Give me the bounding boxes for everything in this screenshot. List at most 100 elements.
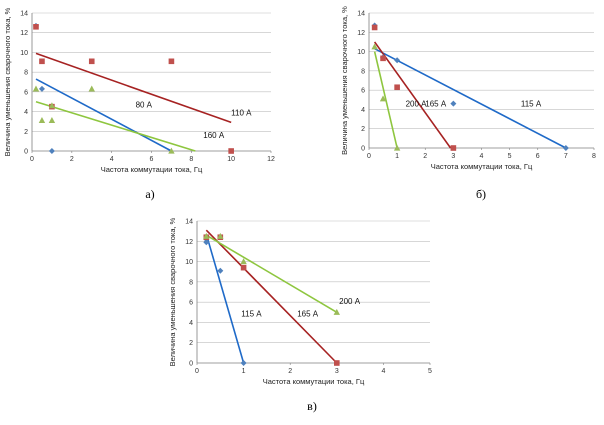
x-tick-label: 0 — [195, 368, 199, 375]
x-tick-label: 4 — [381, 368, 385, 375]
y-tick-label: 2 — [361, 126, 365, 133]
trendline-blue — [374, 47, 567, 149]
y-tick-label: 6 — [24, 89, 28, 96]
data-point-square — [88, 58, 95, 65]
y-tick-label: 2 — [189, 340, 193, 347]
data-point-square — [39, 58, 45, 65]
trendline-red — [205, 229, 338, 364]
x-tick-label: 4 — [110, 156, 114, 163]
y-tick-label: 8 — [361, 68, 365, 75]
data-point-square — [168, 58, 175, 65]
data-point-diamond — [240, 360, 247, 366]
series-label: 160 А — [203, 131, 225, 140]
data-point-square — [450, 145, 457, 151]
data-point-diamond — [48, 148, 55, 154]
x-tick-label: 5 — [428, 368, 432, 375]
data-point-square — [371, 24, 378, 31]
data-point-diamond — [217, 267, 224, 274]
data-point-triangle — [333, 308, 340, 315]
trendline-green — [373, 51, 398, 149]
x-tick-label: 12 — [267, 156, 275, 163]
data-point-triangle — [240, 258, 247, 265]
y-tick-label: 0 — [361, 146, 365, 153]
trendline-green — [205, 234, 338, 313]
x-tick-label: 2 — [70, 156, 74, 163]
x-tick-label: 8 — [189, 156, 193, 163]
y-tick-label: 12 — [357, 30, 365, 37]
y-tick-label: 4 — [361, 107, 365, 114]
data-point-diamond — [562, 145, 569, 151]
x-tick-label: 2 — [288, 368, 292, 375]
data-point-triangle — [203, 232, 210, 239]
data-point-triangle — [32, 85, 40, 92]
y-tick-label: 12 — [20, 30, 28, 37]
series-label: 165 А — [297, 309, 319, 318]
panel-label: б) — [476, 187, 486, 201]
series-label: 110 А — [231, 109, 252, 118]
data-point-square — [228, 148, 234, 154]
data-point-diamond — [394, 57, 401, 64]
x-tick-label: 5 — [508, 153, 512, 160]
y-tick-label: 10 — [185, 259, 193, 266]
y-tick-label: 4 — [24, 109, 28, 116]
trendline-blue — [35, 78, 172, 152]
y-tick-label: 8 — [24, 70, 28, 77]
y-tick-label: 10 — [20, 50, 28, 57]
x-tick-label: 3 — [451, 153, 455, 160]
y-tick-label: 0 — [189, 361, 193, 368]
x-tick-label: 3 — [335, 368, 339, 375]
y-tick-label: 8 — [189, 279, 193, 286]
data-point-triangle — [38, 117, 46, 124]
data-point-square — [380, 55, 386, 62]
y-tick-label: 2 — [24, 129, 28, 136]
y-tick-label: 12 — [185, 239, 193, 246]
data-point-triangle — [88, 85, 95, 92]
series-label: 80 А — [136, 101, 153, 110]
y-tick-label: 14 — [185, 219, 193, 226]
x-tick-label: 4 — [480, 153, 484, 160]
data-point-triangle — [48, 117, 56, 124]
x-tick-label: 6 — [536, 153, 540, 160]
x-tick-label: 1 — [242, 368, 246, 375]
data-point-square — [394, 84, 400, 91]
series-label: 200 А — [406, 100, 428, 109]
data-point-triangle — [168, 147, 175, 154]
trendline-green — [35, 100, 196, 152]
series-label: 115 А — [241, 309, 262, 318]
data-point-diamond — [450, 100, 457, 107]
x-tick-label: 0 — [367, 153, 371, 160]
trendline-red — [373, 41, 452, 149]
x-tick-label: 10 — [227, 156, 235, 163]
x-tick-label: 6 — [150, 156, 154, 163]
x-axis-title: Частота коммутации тока, Гц — [263, 377, 365, 386]
series-label: 115 А — [521, 100, 542, 109]
data-point-square — [240, 264, 247, 271]
x-axis-title: Частота коммутации тока, Гц — [431, 162, 533, 171]
y-tick-label: 14 — [357, 11, 365, 18]
data-point-triangle — [217, 232, 224, 239]
data-point-triangle — [371, 43, 378, 50]
x-tick-label: 7 — [564, 153, 568, 160]
data-point-square — [33, 24, 39, 30]
panel-label: а) — [145, 187, 154, 201]
data-point-triangle — [379, 95, 387, 102]
y-tick-label: 6 — [189, 300, 193, 307]
y-axis-title: Величина уменьшения сварочного тока, % — [168, 217, 177, 366]
data-point-triangle — [393, 144, 401, 151]
data-point-diamond — [38, 85, 45, 92]
series-label: 200 А — [339, 297, 361, 306]
trendline-red — [35, 52, 232, 124]
y-tick-label: 4 — [189, 320, 193, 327]
data-point-triangle — [48, 102, 56, 109]
series-label: 165 А — [425, 100, 447, 109]
x-tick-label: 8 — [592, 153, 596, 160]
y-axis-title: Величина уменьшения сварочного тока, % — [3, 7, 12, 156]
data-point-diamond — [203, 239, 210, 246]
y-tick-label: 0 — [24, 149, 28, 156]
y-tick-label: 10 — [357, 49, 365, 56]
chart-panel-1: 0 2 4 6 8 10 12 14 0 2 4 6 8 10 12 Частота коммутации т… — [3, 7, 275, 201]
x-axis-title: Частота коммутации тока, Гц — [101, 165, 203, 174]
